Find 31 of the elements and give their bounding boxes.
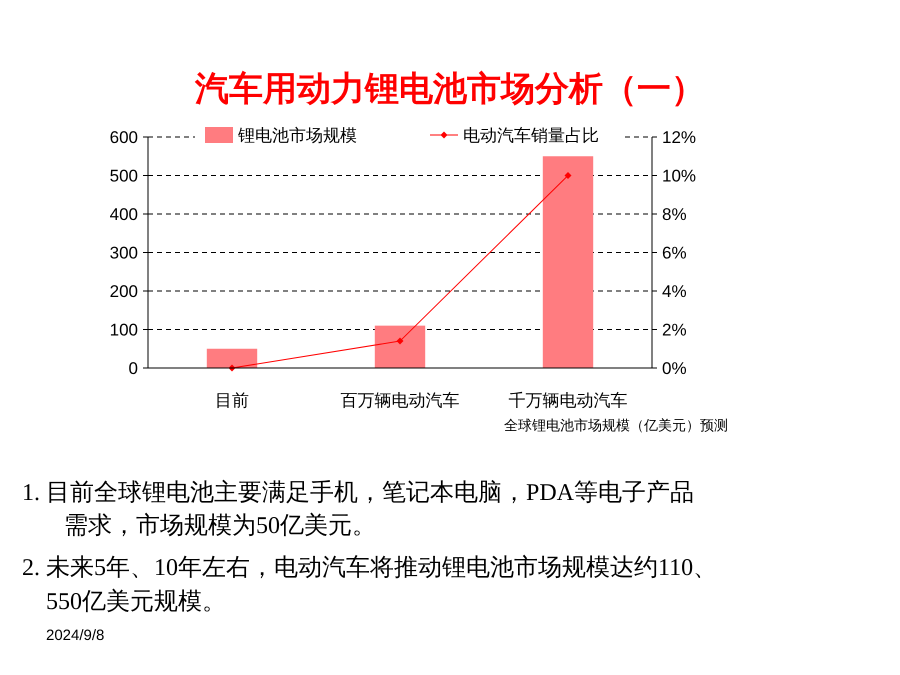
y2-tick-label: 4% — [662, 282, 687, 301]
x-tick-label: 目前 — [215, 391, 249, 410]
bar — [374, 326, 426, 368]
point — [564, 172, 572, 179]
y2-tick-label: 6% — [662, 244, 687, 262]
legend-label: 电动汽车销量占比 — [463, 126, 599, 145]
y2-tick-label: 2% — [662, 320, 687, 340]
text: 全球锂电池市场规模（亿美元）预测 — [504, 418, 728, 434]
y-tick-label: 500 — [110, 166, 138, 186]
bar — [206, 348, 258, 368]
text: 550亿美元规模。 — [46, 588, 226, 615]
text: 需求，市场规模为50亿美元。 — [64, 512, 376, 539]
y2-tick-label: 0% — [662, 359, 687, 378]
x-tick-label: 百万辆电动汽车 — [340, 391, 460, 410]
y2-tick-label: 12% — [662, 128, 696, 147]
x-tick-label: 千万辆电动汽车 — [508, 391, 628, 410]
chart-title: 汽车用动力锂电池市场分析（一） — [194, 70, 705, 108]
y-tick-label: 200 — [110, 282, 138, 301]
text: 2024/9/8 — [46, 627, 104, 644]
y-tick-label: 400 — [110, 205, 138, 224]
text: 2. 未来5年、10年左右，电动汽车将推动锂电池市场规模达约110、 — [22, 554, 718, 581]
y-tick-label: 600 — [110, 128, 138, 147]
legend-label: 锂电池市场规模 — [237, 126, 357, 145]
y-tick-label: 300 — [110, 244, 138, 262]
y2-tick-label: 8% — [662, 205, 687, 224]
y2-tick-label: 10% — [662, 166, 696, 186]
text: 1. 目前全球锂电池主要满足手机，笔记本电脑，PDA等电子产品 — [22, 479, 694, 506]
bar — [542, 156, 594, 368]
point — [396, 338, 404, 345]
y-tick-label: 100 — [110, 320, 138, 340]
y-tick-label: 0 — [128, 359, 138, 378]
